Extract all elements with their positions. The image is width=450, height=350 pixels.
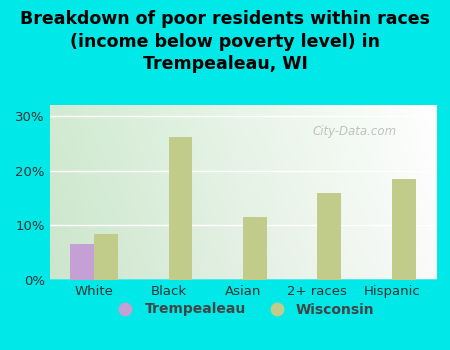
Bar [94,233,118,280]
Text: City-Data.com: City-Data.com [313,125,397,138]
Bar [243,217,267,280]
Bar [317,193,341,280]
Text: Breakdown of poor residents within races
(income below poverty level) in
Trempea: Breakdown of poor residents within races… [20,10,430,73]
Legend: Trempealeau, Wisconsin: Trempealeau, Wisconsin [106,297,380,322]
Bar [169,137,193,280]
Bar [70,244,94,280]
Bar [392,179,416,280]
